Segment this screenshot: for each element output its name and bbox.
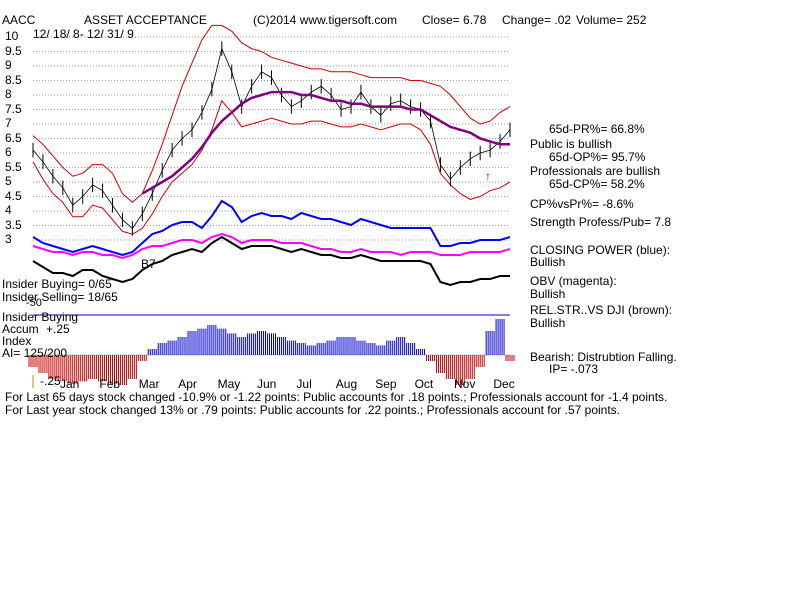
- date-range: 12/ 18/ 8- 12/ 31/ 9: [33, 27, 134, 41]
- y-tick-label: 6.5: [5, 130, 22, 145]
- professionals-status: Professionals are bullish: [530, 164, 661, 178]
- insider-buying-label: Insider Buying: [2, 310, 79, 324]
- series-group: [32, 24, 511, 287]
- month-label: Jan: [60, 377, 80, 391]
- accum-index-bars: [28, 319, 515, 385]
- copyright: (C)2014 www.tigersoft.com: [253, 13, 398, 27]
- y-tick-label: 10: [5, 29, 19, 43]
- closing-power-label: CLOSING POWER (blue):: [530, 243, 671, 257]
- month-label: Dec: [493, 377, 515, 391]
- closing-power-line: [32, 199, 511, 257]
- b7-marker: B7: [141, 257, 156, 271]
- footer-last-year: For Last year stock changed 13% or .79 p…: [5, 403, 621, 417]
- ip-value: IP= -.073: [549, 362, 599, 376]
- obv-line: [32, 232, 511, 260]
- pr-pct: 65d-PR%= 66.8%: [549, 122, 645, 136]
- insider-selling: Insider Selling= 18/65: [2, 290, 118, 304]
- strength-ratio: Strength Profess/Pub= 7.8: [530, 215, 672, 229]
- op-pct: 65d-OP%= 95.7%: [549, 150, 646, 164]
- public-status: Public is bullish: [530, 137, 613, 151]
- y-tick-label: 5: [5, 174, 12, 188]
- y-tick-label: 9.5: [5, 43, 22, 58]
- obv-label: OBV (magenta):: [530, 274, 617, 288]
- company-name: ASSET ACCEPTANCE: [84, 13, 207, 27]
- accum-minus25: -.25: [40, 374, 61, 388]
- relstr-status: Bullish: [530, 316, 566, 330]
- month-label: Apr: [178, 377, 197, 391]
- upper-band-line: [32, 24, 511, 203]
- insider-buying: Insider Buying= 0/65: [2, 277, 112, 291]
- cp-pct: 65d-CP%= 58.2%: [549, 177, 645, 191]
- relative-strength-line: [32, 235, 510, 287]
- month-label: Aug: [335, 377, 358, 391]
- footer-65-days: For Last 65 days stock changed -10.9% or…: [5, 390, 668, 404]
- price-line: [32, 47, 511, 229]
- month-label: Jun: [257, 377, 277, 391]
- y-tick-label: 3.5: [5, 217, 22, 232]
- month-label: May: [217, 377, 241, 391]
- y-tick-label: 8.5: [5, 72, 22, 87]
- y-tick-label: 8: [5, 87, 12, 101]
- month-label: Feb: [99, 377, 121, 391]
- up-arrow-icon: ↑: [485, 169, 491, 183]
- month-label: Jul: [296, 377, 312, 391]
- volume-value: Volume= 252: [576, 13, 647, 27]
- y-tick-label: 6: [5, 145, 12, 159]
- lower-band-line: [32, 99, 511, 235]
- index-label: Index: [2, 334, 32, 348]
- accum-label: Accum: [2, 322, 39, 336]
- cp-vs-pr: CP%vsPr%= -8.6%: [530, 197, 634, 211]
- y-tick-label: 7.5: [5, 101, 22, 116]
- y-tick-label: 4: [5, 203, 12, 217]
- obv-status: Bullish: [530, 287, 566, 301]
- y-tick-label: 3: [5, 232, 12, 246]
- y-tick-label: 9: [5, 58, 12, 72]
- ai-value: AI= 125/200: [2, 346, 68, 360]
- month-label: Mar: [138, 377, 160, 391]
- minus-50: -50: [26, 297, 42, 309]
- relstr-label: REL.STR..VS DJI (brown):: [530, 303, 673, 317]
- close-value: Close= 6.78: [422, 13, 487, 27]
- change-value: Change= .02: [502, 13, 572, 27]
- ticker: AACC: [2, 13, 36, 27]
- moving-average-line: [141, 90, 510, 195]
- month-label: Nov: [454, 377, 476, 391]
- y-tick-label: 4.5: [5, 188, 22, 203]
- month-label: Sep: [375, 377, 397, 391]
- closing-power-status: Bullish: [530, 255, 566, 269]
- bearish-note: Bearish: Distrubtion Falling.: [530, 350, 677, 364]
- accum-plus25: +.25: [46, 322, 70, 336]
- month-label: Oct: [414, 377, 434, 391]
- y-tick-label: 5.5: [5, 159, 22, 174]
- y-tick-label: 7: [5, 116, 12, 130]
- grid-lines: [33, 36, 510, 241]
